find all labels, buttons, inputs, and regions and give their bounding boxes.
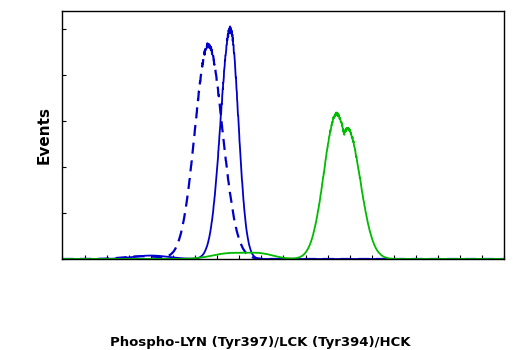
Y-axis label: Events: Events xyxy=(37,106,52,164)
Text: Phospho-LYN (Tyr397)/LCK (Tyr394)/HCK
(Tyr411)/BLK (Tyr389) (Alexa Fluor® 488 Co: Phospho-LYN (Tyr397)/LCK (Tyr394)/HCK (T… xyxy=(64,336,456,350)
